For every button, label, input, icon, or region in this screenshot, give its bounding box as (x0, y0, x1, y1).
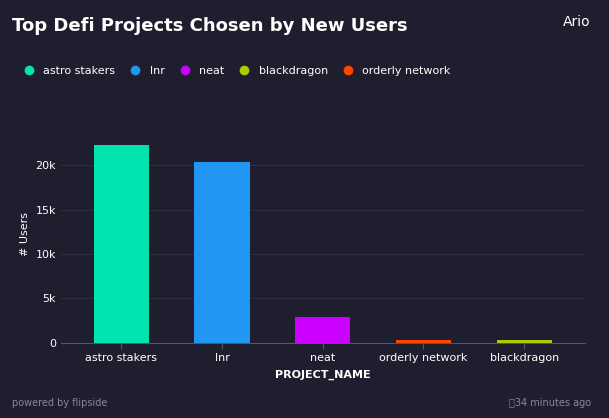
X-axis label: PROJECT_NAME: PROJECT_NAME (275, 370, 371, 380)
Text: ⌛34 minutes ago: ⌛34 minutes ago (509, 398, 591, 408)
Text: Top Defi Projects Chosen by New Users: Top Defi Projects Chosen by New Users (12, 17, 408, 35)
Bar (194, 162, 250, 343)
Legend: astro stakers, lnr, neat, blackdragon, orderly network: astro stakers, lnr, neat, blackdragon, o… (18, 66, 451, 76)
Bar (295, 317, 350, 343)
Bar (396, 340, 451, 343)
Text: Ario: Ario (563, 15, 591, 28)
Bar (94, 145, 149, 343)
Bar (496, 340, 552, 343)
Text: powered by flipside: powered by flipside (12, 398, 108, 408)
Y-axis label: # Users: # Users (20, 212, 30, 256)
